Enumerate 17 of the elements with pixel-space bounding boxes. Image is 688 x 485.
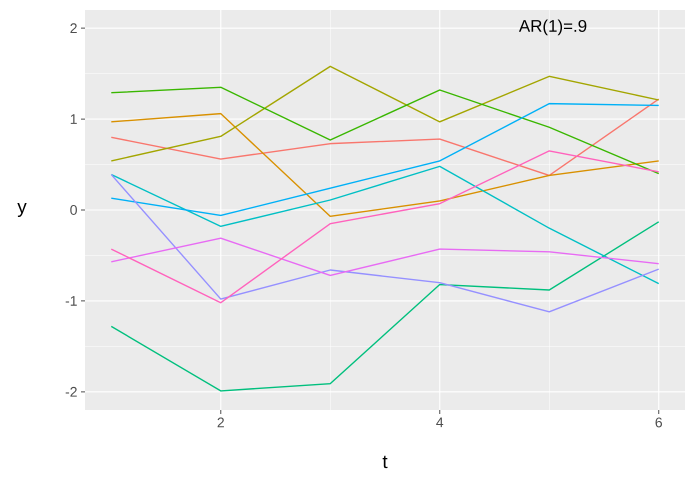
y-tick-label: 2: [70, 23, 77, 34]
line-series: [110, 166, 660, 284]
x-tick-label: 2: [218, 418, 224, 428]
line-series: [110, 150, 660, 304]
annotation: AR(1)=.9: [518, 20, 586, 36]
line-series: [110, 174, 660, 313]
x-tick-label: 6: [656, 418, 662, 428]
y-tick-label: 1: [70, 114, 77, 124]
line-series: [110, 66, 660, 162]
line-series: [110, 221, 660, 392]
y-tick-label: -2: [66, 386, 77, 397]
y-tick-label: 0: [70, 205, 77, 215]
x-tick-label: 4: [436, 418, 444, 428]
line-series: [110, 237, 660, 276]
y-axis-title: y: [17, 203, 27, 217]
y-tick-label: -1: [66, 296, 77, 306]
x-axis-title: t: [382, 456, 388, 468]
